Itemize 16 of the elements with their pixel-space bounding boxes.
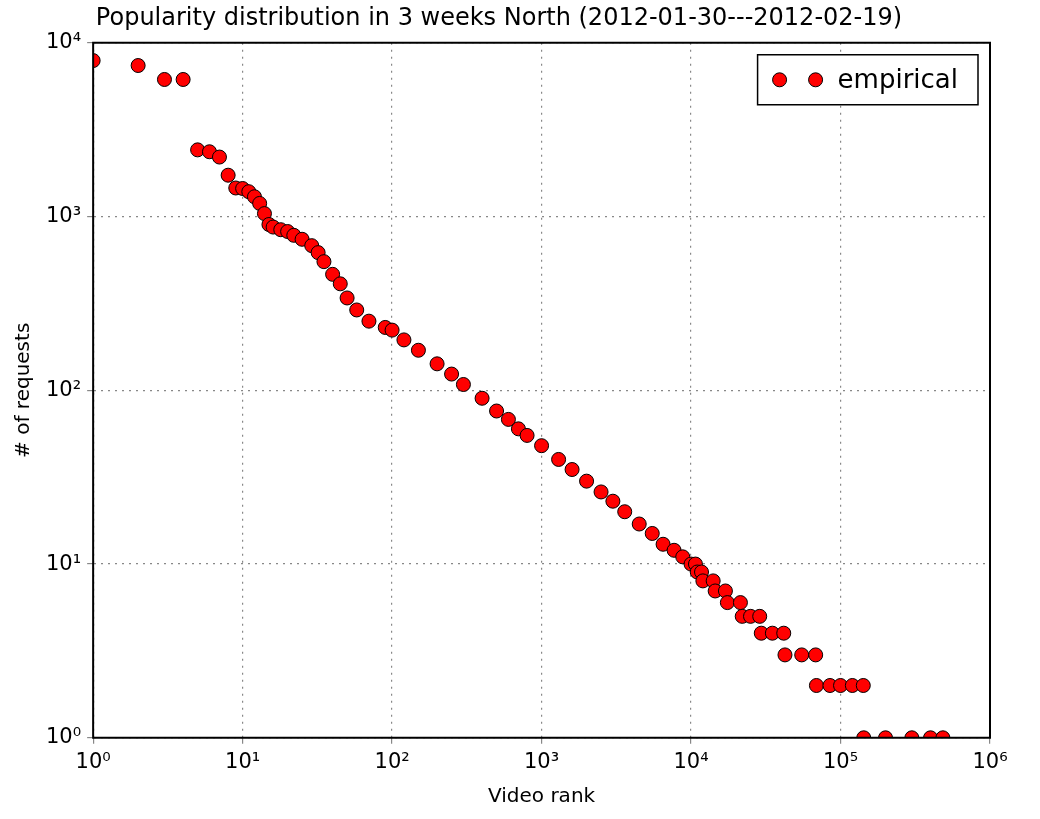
x-tick-label: 10³ [524, 748, 560, 773]
x-tick-label: 10¹ [225, 748, 261, 773]
x-tick-label: 10⁰ [75, 748, 111, 773]
x-axis-title: Video rank [488, 783, 596, 808]
y-tick-label: 10² [46, 376, 82, 401]
x-tick-label: 10⁶ [972, 748, 1008, 773]
y-tick-label: 10⁰ [46, 724, 82, 749]
x-tick-label: 10⁴ [673, 748, 709, 773]
y-tick-label: 10¹ [46, 550, 82, 575]
y-tick-label: 10³ [46, 203, 82, 227]
legend-label: empirical [837, 63, 959, 94]
chart-title: Popularity distribution in 3 weeks North (2012-01-30---2012-02-19) [95, 2, 903, 31]
x-tick-label: 10⁵ [822, 748, 859, 773]
x-tick-label: 10² [374, 748, 410, 773]
y-tick-label: 10⁴ [46, 29, 82, 54]
y-axis-title: # of requests [10, 322, 35, 458]
